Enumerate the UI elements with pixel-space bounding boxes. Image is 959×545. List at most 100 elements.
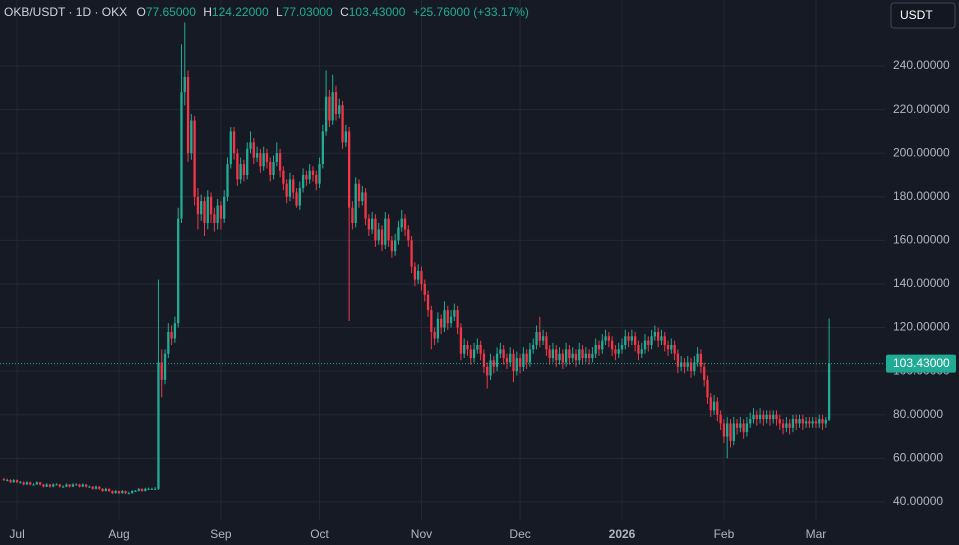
candle-body (213, 214, 216, 223)
candle-body (781, 423, 785, 428)
candle-body (601, 340, 604, 350)
candle-body (502, 349, 505, 359)
axes: 40.0000060.0000080.00000100.00000120.000… (0, 58, 956, 541)
candle-body (334, 92, 338, 114)
candle-body (272, 161, 275, 176)
candle-body (798, 419, 801, 424)
candle-body (640, 349, 643, 354)
candle-body (666, 344, 670, 350)
candle-body (689, 362, 693, 372)
candle-body (380, 229, 384, 245)
candle-body (45, 484, 48, 487)
candle-body (413, 266, 417, 280)
grid (0, 0, 885, 520)
candle-body (370, 218, 374, 230)
candle-body (420, 270, 423, 284)
close-label: C (340, 5, 349, 19)
candle-body (196, 196, 200, 215)
candle-body (693, 362, 696, 372)
low-value: 77.03000 (283, 5, 333, 19)
candle-body (190, 120, 193, 154)
candle-body (709, 397, 712, 411)
x-tick-label: Nov (411, 527, 432, 541)
candle-body (561, 353, 564, 363)
candle-body (492, 360, 495, 367)
candle-body (84, 484, 88, 487)
candle-body (417, 270, 420, 280)
candle-body (252, 142, 255, 158)
x-tick-label: Sep (210, 527, 232, 541)
candle-body (712, 401, 716, 411)
candle-body (657, 331, 660, 341)
high-label: H (203, 5, 212, 19)
candle-body (223, 196, 226, 219)
close-value: 103.43000 (349, 5, 406, 19)
candle-body (183, 76, 186, 93)
candle-body (157, 362, 160, 489)
candle-body (68, 484, 71, 487)
candle-body (633, 336, 637, 345)
candle-body (591, 353, 594, 359)
candle-body (328, 96, 331, 121)
candle-body (150, 488, 154, 490)
candle-body (38, 482, 42, 485)
candle-body (364, 192, 367, 219)
candle-body (94, 486, 98, 489)
candle-body (394, 240, 397, 252)
candle-body (752, 414, 755, 420)
candle-body (676, 353, 680, 367)
candle-body (154, 488, 157, 490)
candle-body (821, 419, 824, 424)
candle-body (765, 414, 768, 420)
x-tick-label: Feb (714, 527, 735, 541)
candle-body (269, 161, 272, 176)
candle-body (564, 349, 568, 363)
x-tick-label: Aug (108, 527, 129, 541)
candle-body (249, 142, 252, 149)
candle-body (19, 482, 22, 484)
candle-body (827, 363, 831, 420)
candle-body (518, 358, 522, 367)
candle-body (476, 344, 479, 350)
candle-body (124, 491, 127, 494)
open-label: O (136, 5, 145, 19)
candle-body (532, 344, 535, 350)
candle-body (680, 362, 683, 367)
candle-body (344, 131, 347, 143)
candle-body (637, 344, 640, 354)
currency-button[interactable]: USDT (890, 2, 956, 29)
candle-body (282, 170, 285, 184)
candle-body (610, 340, 614, 350)
candle-body (246, 148, 249, 176)
candle-body (778, 419, 781, 424)
candle-body (818, 419, 821, 424)
button-label[interactable]: USDT (900, 8, 933, 22)
candle-body (117, 491, 121, 494)
candle-body (509, 353, 512, 363)
candle-body (15, 480, 19, 483)
candle-body (48, 484, 52, 487)
candle-body (315, 175, 318, 184)
candle-body (377, 229, 380, 241)
candle-body (206, 196, 209, 223)
candle-body (88, 486, 91, 488)
candle-body (459, 327, 463, 354)
button-box[interactable] (890, 2, 956, 29)
candle-body (801, 419, 804, 424)
candle-body (219, 205, 223, 219)
candle-body (571, 353, 574, 359)
candle-body (147, 488, 150, 490)
x-tick-label: Mar (806, 527, 827, 541)
candle-body (55, 484, 58, 486)
candle-body (430, 310, 433, 332)
candle-body (354, 183, 357, 223)
high-value: 124.22000 (212, 5, 269, 19)
candle-body (229, 131, 232, 165)
candle-body (232, 131, 236, 154)
x-tick-label: Jul (9, 527, 24, 541)
y-tick-label: 80.00000 (893, 407, 943, 421)
candle-body (456, 310, 459, 328)
candle-body (81, 484, 84, 487)
candle-body (170, 331, 173, 339)
